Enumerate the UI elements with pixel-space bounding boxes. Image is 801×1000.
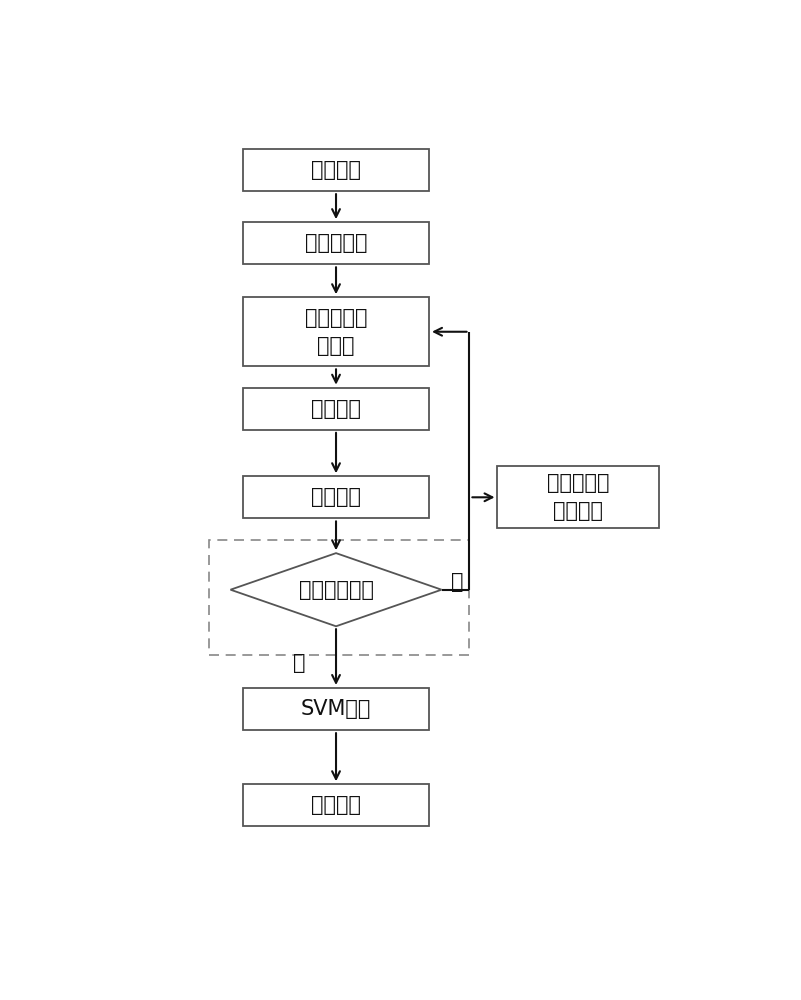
FancyBboxPatch shape [243,297,429,366]
FancyBboxPatch shape [243,476,429,518]
Text: 否: 否 [451,572,463,592]
FancyBboxPatch shape [497,466,658,528]
Text: 遗传算法和
交叉验证: 遗传算法和 交叉验证 [547,473,610,521]
Polygon shape [231,553,441,626]
Text: SVM建模: SVM建模 [301,699,371,719]
FancyBboxPatch shape [243,388,429,430]
Text: 算法终止检查: 算法终止检查 [299,580,373,600]
FancyBboxPatch shape [243,688,429,730]
Text: 训练样本: 训练样本 [311,399,361,419]
Text: 是: 是 [292,653,305,673]
Text: 样本数据: 样本数据 [311,160,361,180]
Text: 参数优化: 参数优化 [311,487,361,507]
Text: 数据预处理: 数据预处理 [304,233,368,253]
FancyBboxPatch shape [243,222,429,264]
FancyBboxPatch shape [243,784,429,826]
Text: 老化诊断: 老化诊断 [311,795,361,815]
Text: 计算小波包
能量熵: 计算小波包 能量熵 [304,308,368,356]
FancyBboxPatch shape [243,149,429,191]
